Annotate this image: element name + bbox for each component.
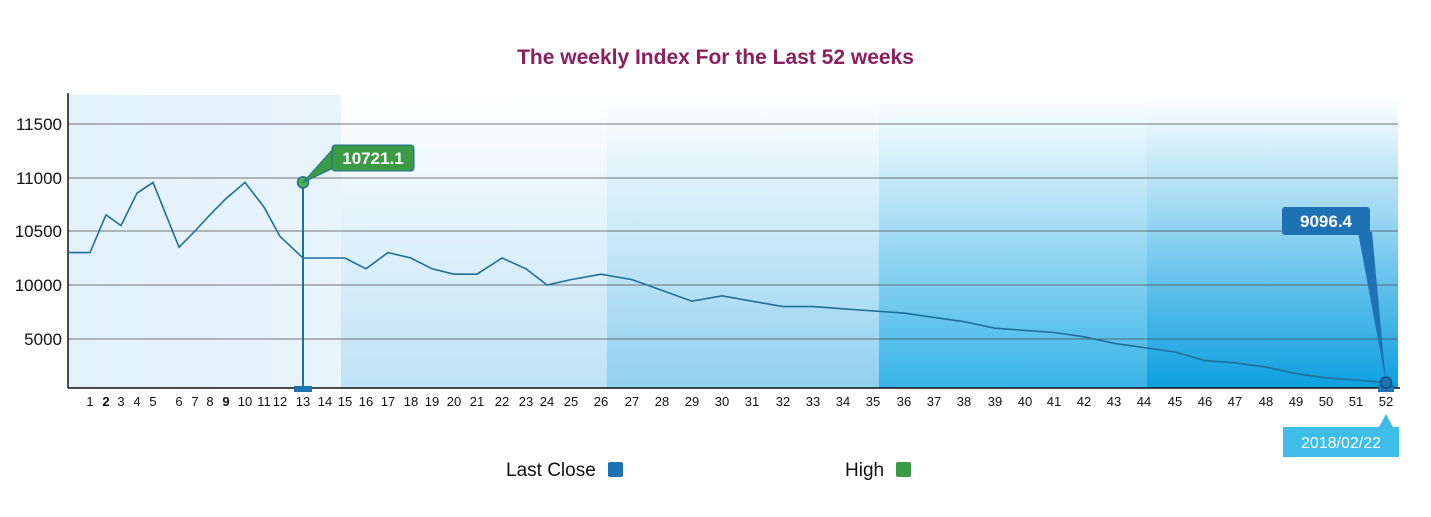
x-tick-label: 17 <box>381 394 395 409</box>
x-tick-label: 44 <box>1137 394 1151 409</box>
x-tick-label: 26 <box>594 394 608 409</box>
x-tick-label: 19 <box>425 394 439 409</box>
x-tick-label: 12 <box>273 394 287 409</box>
x-tick-label: 41 <box>1047 394 1061 409</box>
y-tick-label: 10000 <box>15 276 62 295</box>
annotations: 10721.1 9096.4 2018/02/22 <box>294 144 1399 457</box>
legend-high-label: High <box>845 460 885 481</box>
high-callout-label: 10721.1 <box>342 149 403 168</box>
x-tick-label: 20 <box>447 394 461 409</box>
x-tick-label: 34 <box>836 394 850 409</box>
y-axis: 11500 11000 10500 10000 5000 <box>15 93 1400 389</box>
x-tick-label: 28 <box>655 394 669 409</box>
x-tick-label: 22 <box>495 394 509 409</box>
x-tick-label: 37 <box>927 394 941 409</box>
x-tick-label: 46 <box>1198 394 1212 409</box>
x-tick-label: 32 <box>776 394 790 409</box>
x-tick-label: 50 <box>1319 394 1333 409</box>
series-line <box>68 181 1387 384</box>
x-tick-label: 29 <box>685 394 699 409</box>
background-bands <box>68 95 1398 388</box>
last-callout-pointer <box>1358 232 1386 383</box>
high-axis-marker <box>294 386 312 392</box>
chart-title: The weekly Index For the Last 52 weeks <box>517 46 914 69</box>
x-tick-label: 24 <box>540 394 554 409</box>
x-tick-label: 43 <box>1107 394 1121 409</box>
x-tick-label: 33 <box>806 394 820 409</box>
x-tick-label: 27 <box>625 394 639 409</box>
x-tick-label: 38 <box>957 394 971 409</box>
x-tick-label: 52 <box>1379 394 1393 409</box>
x-tick-label: 5 <box>149 394 156 409</box>
background-band-1 <box>341 95 607 388</box>
x-tick-label: 48 <box>1259 394 1273 409</box>
grid-lines <box>68 123 1398 340</box>
x-tick-label: 2 <box>102 394 109 409</box>
x-tick-label: 42 <box>1077 394 1091 409</box>
x-tick-label: 4 <box>133 394 140 409</box>
x-tick-label: 25 <box>564 394 578 409</box>
x-tick-label: 51 <box>1349 394 1363 409</box>
x-tick-label: 36 <box>897 394 911 409</box>
x-tick-label: 10 <box>238 394 252 409</box>
x-tick-label: 16 <box>359 394 373 409</box>
y-tick-label: 5000 <box>24 330 62 349</box>
x-tick-label: 15 <box>338 394 352 409</box>
x-tick-label: 30 <box>715 394 729 409</box>
x-tick-label: 6 <box>175 394 182 409</box>
last-callout-label: 9096.4 <box>1300 212 1353 231</box>
date-pointer <box>1379 414 1393 427</box>
x-tick-label: 47 <box>1228 394 1242 409</box>
background-band-2 <box>607 95 879 388</box>
y-tick-label: 11000 <box>16 169 62 188</box>
date-box <box>1283 427 1399 457</box>
y-tick-label: 11500 <box>16 115 62 134</box>
legend-last-close: Last Close <box>506 460 623 482</box>
x-tick-label: 9 <box>222 394 229 409</box>
date-label: 2018/02/22 <box>1301 435 1381 452</box>
x-tick-label: 49 <box>1289 394 1303 409</box>
x-tick-label: 35 <box>866 394 880 409</box>
x-tick-label: 11 <box>257 394 271 409</box>
x-tick-label: 8 <box>206 394 213 409</box>
legend-high-swatch <box>896 462 912 477</box>
legend-last-close-swatch <box>607 462 623 477</box>
x-tick-label: 45 <box>1168 394 1182 409</box>
x-tick-label: 3 <box>117 394 124 409</box>
background-band-3 <box>879 95 1147 388</box>
high-callout-box <box>331 144 415 172</box>
x-tick-label: 40 <box>1018 394 1032 409</box>
y-tick-label: 10500 <box>15 222 62 241</box>
x-tick-label: 23 <box>519 394 533 409</box>
legend-last-close-label: Last Close <box>506 460 596 481</box>
x-tick-label: 7 <box>191 394 198 409</box>
last-callout-box <box>1282 207 1370 235</box>
x-tick-label: 21 <box>470 394 484 409</box>
x-tick-label: 13 <box>296 394 310 409</box>
x-tick-label: 14 <box>318 394 332 409</box>
x-tick-label: 18 <box>404 394 418 409</box>
x-tick-label: 31 <box>745 394 759 409</box>
series-line-path <box>68 181 1387 384</box>
x-tick-label: 39 <box>988 394 1002 409</box>
x-tick-label: 1 <box>86 394 93 409</box>
legend-high: High <box>845 460 912 482</box>
x-axis: 1 2 3 4 5 6 7 8 9 10 11 12 13 14 15 16 17 18 19 20 21 22 23 24 2… <box>86 394 1393 409</box>
